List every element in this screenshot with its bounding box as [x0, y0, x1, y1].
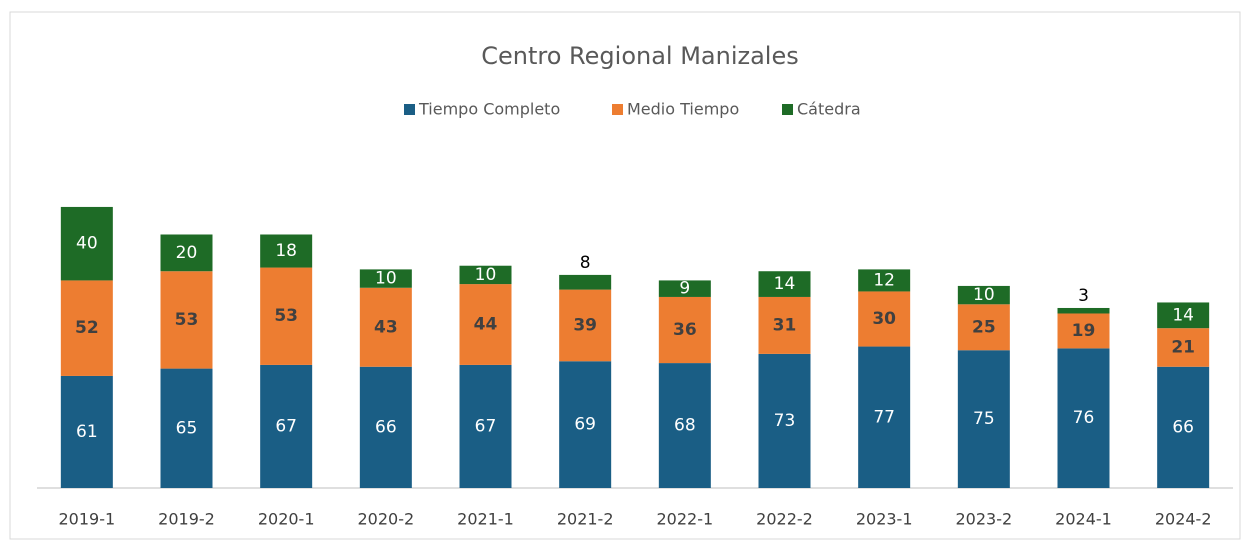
- bar-segment: [1157, 302, 1210, 329]
- data-label: 3: [1078, 286, 1089, 306]
- legend-swatch: [612, 104, 623, 115]
- bar-segment: [459, 284, 512, 365]
- data-label: 10: [375, 269, 397, 289]
- data-label: 77: [873, 407, 895, 427]
- legend-swatch: [404, 104, 415, 115]
- data-label: 53: [274, 306, 298, 326]
- bar-segment: [459, 265, 512, 285]
- data-label: 73: [774, 411, 796, 431]
- data-label: 44: [474, 315, 498, 335]
- data-label: 31: [773, 315, 797, 335]
- bar-segment: [957, 285, 1010, 305]
- x-tick-label: 2019-1: [58, 510, 115, 529]
- bar-segment: [260, 234, 313, 268]
- x-tick-label: 2019-2: [158, 510, 215, 529]
- legend-label: Medio Tiempo: [627, 100, 739, 119]
- bar-segment: [260, 364, 313, 488]
- x-tick-label: 2024-1: [1055, 510, 1112, 529]
- bar-segment: [60, 280, 113, 376]
- data-label: 8: [580, 253, 591, 273]
- x-tick-label: 2021-2: [557, 510, 614, 529]
- bar-segment: [758, 271, 811, 297]
- legend-label: Tiempo Completo: [418, 100, 560, 119]
- data-label: 75: [973, 409, 995, 429]
- data-label: 30: [872, 309, 896, 329]
- data-label: 10: [475, 265, 497, 285]
- bar-segment: [758, 353, 811, 488]
- bar-segment: [559, 361, 612, 488]
- data-label: 69: [574, 415, 596, 435]
- legend-swatch: [782, 104, 793, 115]
- bar-segment: [160, 234, 213, 272]
- bar-segment: [858, 291, 911, 347]
- data-label: 67: [275, 416, 297, 436]
- bar-segment: [260, 267, 313, 365]
- x-tick-label: 2022-1: [656, 510, 713, 529]
- data-label: 53: [175, 310, 199, 330]
- bar-segment: [1157, 328, 1210, 367]
- bar-segment: [1157, 366, 1210, 488]
- data-label: 9: [679, 279, 690, 299]
- bar-segment: [359, 366, 412, 488]
- data-label: 19: [1072, 321, 1096, 341]
- bar-segment: [758, 296, 811, 354]
- bar-segment: [160, 368, 213, 488]
- data-label: 52: [75, 318, 99, 338]
- bar-segment: [1057, 307, 1110, 314]
- chart-title: Centro Regional Manizales: [481, 42, 799, 70]
- data-label: 36: [673, 320, 697, 340]
- bar-segment: [658, 280, 711, 297]
- data-label: 12: [873, 270, 895, 290]
- data-label: 39: [573, 315, 597, 335]
- bar-segment: [60, 206, 113, 281]
- bar-segment: [359, 287, 412, 367]
- data-label: 25: [972, 317, 996, 337]
- data-label: 65: [176, 418, 198, 438]
- x-tick-label: 2023-2: [955, 510, 1012, 529]
- bar-segment: [957, 350, 1010, 488]
- x-tick-label: 2020-1: [258, 510, 315, 529]
- bar-segment: [658, 296, 711, 364]
- legend-label: Cátedra: [797, 100, 861, 119]
- bar-segment: [658, 363, 711, 488]
- data-label: 18: [275, 241, 297, 261]
- bar-segment: [359, 269, 412, 288]
- data-label: 67: [475, 416, 497, 436]
- bar-segment: [957, 304, 1010, 351]
- chart-border: [9, 11, 1241, 540]
- bar-segment: [160, 271, 213, 369]
- bar-segment: [559, 289, 612, 362]
- data-label: 21: [1171, 337, 1195, 357]
- data-label: 40: [76, 234, 98, 254]
- bar-segment: [559, 274, 612, 290]
- data-label: 20: [176, 243, 198, 263]
- data-label: 61: [76, 422, 98, 442]
- data-label: 66: [375, 417, 397, 437]
- x-tick-label: 2022-2: [756, 510, 813, 529]
- data-label: 66: [1172, 417, 1194, 437]
- data-label: 43: [374, 317, 398, 337]
- data-label: 14: [774, 274, 796, 294]
- bar-segment: [60, 375, 113, 488]
- data-label: 10: [973, 285, 995, 305]
- bar-segment: [1057, 313, 1110, 349]
- bar-segment: [858, 346, 911, 488]
- x-tick-label: 2024-2: [1155, 510, 1212, 529]
- x-tick-label: 2023-1: [856, 510, 913, 529]
- data-label: 14: [1172, 305, 1194, 325]
- bar-segment: [858, 269, 911, 292]
- data-label: 76: [1073, 408, 1095, 428]
- x-tick-label: 2021-1: [457, 510, 514, 529]
- x-tick-label: 2020-2: [357, 510, 414, 529]
- bar-segment: [459, 364, 512, 488]
- bar-segment: [1057, 348, 1110, 488]
- data-label: 68: [674, 416, 696, 436]
